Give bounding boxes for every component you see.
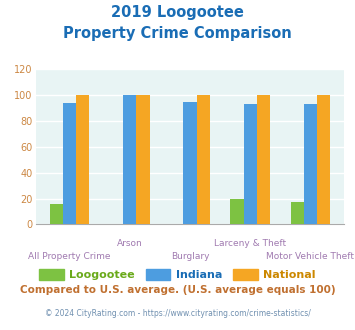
Bar <box>123 95 136 224</box>
Text: Burglary: Burglary <box>171 252 209 261</box>
Text: Motor Vehicle Theft: Motor Vehicle Theft <box>267 252 354 261</box>
Bar <box>183 102 197 224</box>
Bar <box>50 204 63 224</box>
Text: Arson: Arson <box>117 239 143 248</box>
Bar <box>257 95 270 224</box>
Bar <box>76 95 89 224</box>
Text: 2019 Loogootee: 2019 Loogootee <box>111 5 244 20</box>
Bar <box>317 95 330 224</box>
Bar <box>63 103 76 224</box>
Bar <box>197 95 210 224</box>
Text: © 2024 CityRating.com - https://www.cityrating.com/crime-statistics/: © 2024 CityRating.com - https://www.city… <box>45 309 310 317</box>
Text: Compared to U.S. average. (U.S. average equals 100): Compared to U.S. average. (U.S. average … <box>20 285 335 295</box>
Text: Property Crime Comparison: Property Crime Comparison <box>63 26 292 41</box>
Bar <box>230 199 244 224</box>
Bar <box>304 104 317 224</box>
Text: Larceny & Theft: Larceny & Theft <box>214 239 286 248</box>
Bar <box>290 202 304 224</box>
Text: All Property Crime: All Property Crime <box>28 252 111 261</box>
Bar <box>136 95 149 224</box>
Bar <box>244 104 257 224</box>
Legend: Loogootee, Indiana, National: Loogootee, Indiana, National <box>35 265 320 284</box>
